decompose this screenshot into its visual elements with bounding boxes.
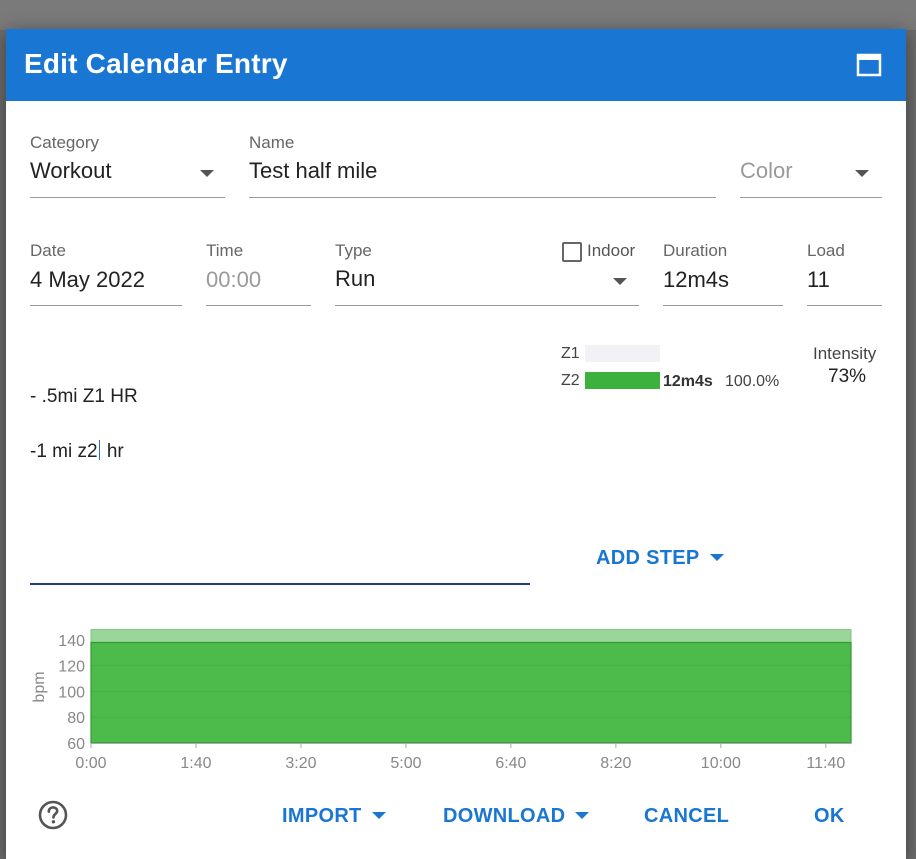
x-tick-label: 3:20 <box>285 755 316 772</box>
duration-label: Duration <box>663 241 728 260</box>
x-tick-label: 10:00 <box>701 755 741 772</box>
x-tick-label: 1:40 <box>180 755 211 772</box>
y-tick-label: 60 <box>67 736 85 753</box>
y-tick-label: 100 <box>58 684 85 701</box>
chevron-down-icon <box>371 812 386 819</box>
duration-value: 12m4s <box>663 267 730 292</box>
y-tick-label: 120 <box>58 659 85 676</box>
load-field[interactable]: Load 11 <box>807 237 882 307</box>
indoor-label: Indoor <box>587 241 636 260</box>
color-placeholder: Color <box>740 158 793 183</box>
date-field[interactable]: Date 4 May 2022 <box>30 237 182 307</box>
download-button[interactable]: DOWNLOAD <box>443 805 590 828</box>
color-select[interactable]: Color <box>740 129 882 199</box>
type-label: Type <box>335 241 372 260</box>
heart-rate-chart: 60 80 100 120 140 0:00 1:40 3:20 5:00 6:40 8:20 10:… <box>31 629 852 772</box>
import-label: IMPORT <box>282 805 362 827</box>
zone-bar-track <box>585 345 660 362</box>
indoor-checkbox[interactable] <box>562 242 582 262</box>
x-tick-label: 8:20 <box>600 755 631 772</box>
add-step-label: ADD STEP <box>596 547 700 569</box>
y-axis-label: bpm <box>31 671 48 702</box>
time-placeholder: 00:00 <box>206 267 262 292</box>
zone-duration: 12m4s <box>663 373 713 390</box>
date-value: 4 May 2022 <box>30 267 145 292</box>
time-label: Time <box>206 241 244 260</box>
category-value: Workout <box>30 158 112 183</box>
zone-percent: 100.0% <box>725 373 780 390</box>
date-underline <box>30 305 182 306</box>
help-circle-icon[interactable] <box>37 799 69 831</box>
category-select[interactable]: Category Workout <box>30 129 225 199</box>
description-text: hr <box>101 441 124 462</box>
zone-bar <box>585 372 660 389</box>
dialog-title: Edit Calendar Entry <box>24 48 288 79</box>
description-underline <box>30 583 530 585</box>
color-underline <box>740 197 882 198</box>
series-area <box>90 641 852 744</box>
y-tick-label: 140 <box>58 633 85 650</box>
duration-field[interactable]: Duration 12m4s <box>663 237 783 307</box>
window-maximize-icon[interactable] <box>856 52 882 78</box>
zone-bar-track <box>585 372 660 389</box>
category-underline <box>30 197 225 198</box>
type-underline <box>335 305 639 306</box>
import-button[interactable]: IMPORT <box>282 805 386 828</box>
add-step-button[interactable]: ADD STEP <box>596 547 724 570</box>
load-value: 11 <box>807 267 830 292</box>
chevron-down-icon <box>855 170 869 177</box>
y-tick-label: 80 <box>67 710 85 727</box>
time-field[interactable]: Time 00:00 <box>206 237 311 307</box>
edit-calendar-entry-dialog: Edit Calendar Entry Category Workout Nam… <box>6 29 906 859</box>
background-app <box>0 0 916 30</box>
x-tick-label: 5:00 <box>390 755 421 772</box>
description-line: - .5mi Z1 HR <box>30 386 138 407</box>
description-line: -1 mi z2 hr <box>30 440 124 463</box>
x-tick-label: 6:40 <box>495 755 526 772</box>
intensity-label: Intensity <box>813 344 877 363</box>
type-value: Run <box>335 266 376 291</box>
name-label: Name <box>249 133 295 152</box>
name-underline <box>249 197 716 198</box>
zone-label: Z1 <box>561 345 580 362</box>
time-underline <box>206 305 311 306</box>
dialog-titlebar: Edit Calendar Entry <box>6 29 906 101</box>
date-label: Date <box>30 241 66 260</box>
chevron-down-icon <box>575 812 590 819</box>
target-band <box>90 629 852 643</box>
intensity-value: 73% <box>828 366 867 387</box>
category-label: Category <box>30 133 99 152</box>
description-text: -1 mi z2 <box>30 441 98 462</box>
name-value: Test half mile <box>249 158 378 183</box>
zone-label: Z2 <box>561 372 580 389</box>
x-tick-label: 11:40 <box>806 755 845 772</box>
x-tick-label: 0:00 <box>75 755 106 772</box>
cancel-button[interactable]: CANCEL <box>644 805 730 827</box>
text-cursor <box>98 440 100 460</box>
chevron-down-icon <box>200 170 214 177</box>
indoor-checkbox-control[interactable]: Indoor <box>561 240 641 264</box>
type-select[interactable]: Type Run <box>335 237 639 307</box>
load-label: Load <box>807 241 845 260</box>
duration-underline <box>663 305 783 306</box>
chevron-down-icon <box>613 278 627 285</box>
chevron-down-icon <box>709 554 724 561</box>
download-label: DOWNLOAD <box>443 805 566 827</box>
name-field[interactable]: Name Test half mile <box>249 129 716 199</box>
ok-button[interactable]: OK <box>814 805 845 827</box>
load-underline <box>807 305 882 306</box>
